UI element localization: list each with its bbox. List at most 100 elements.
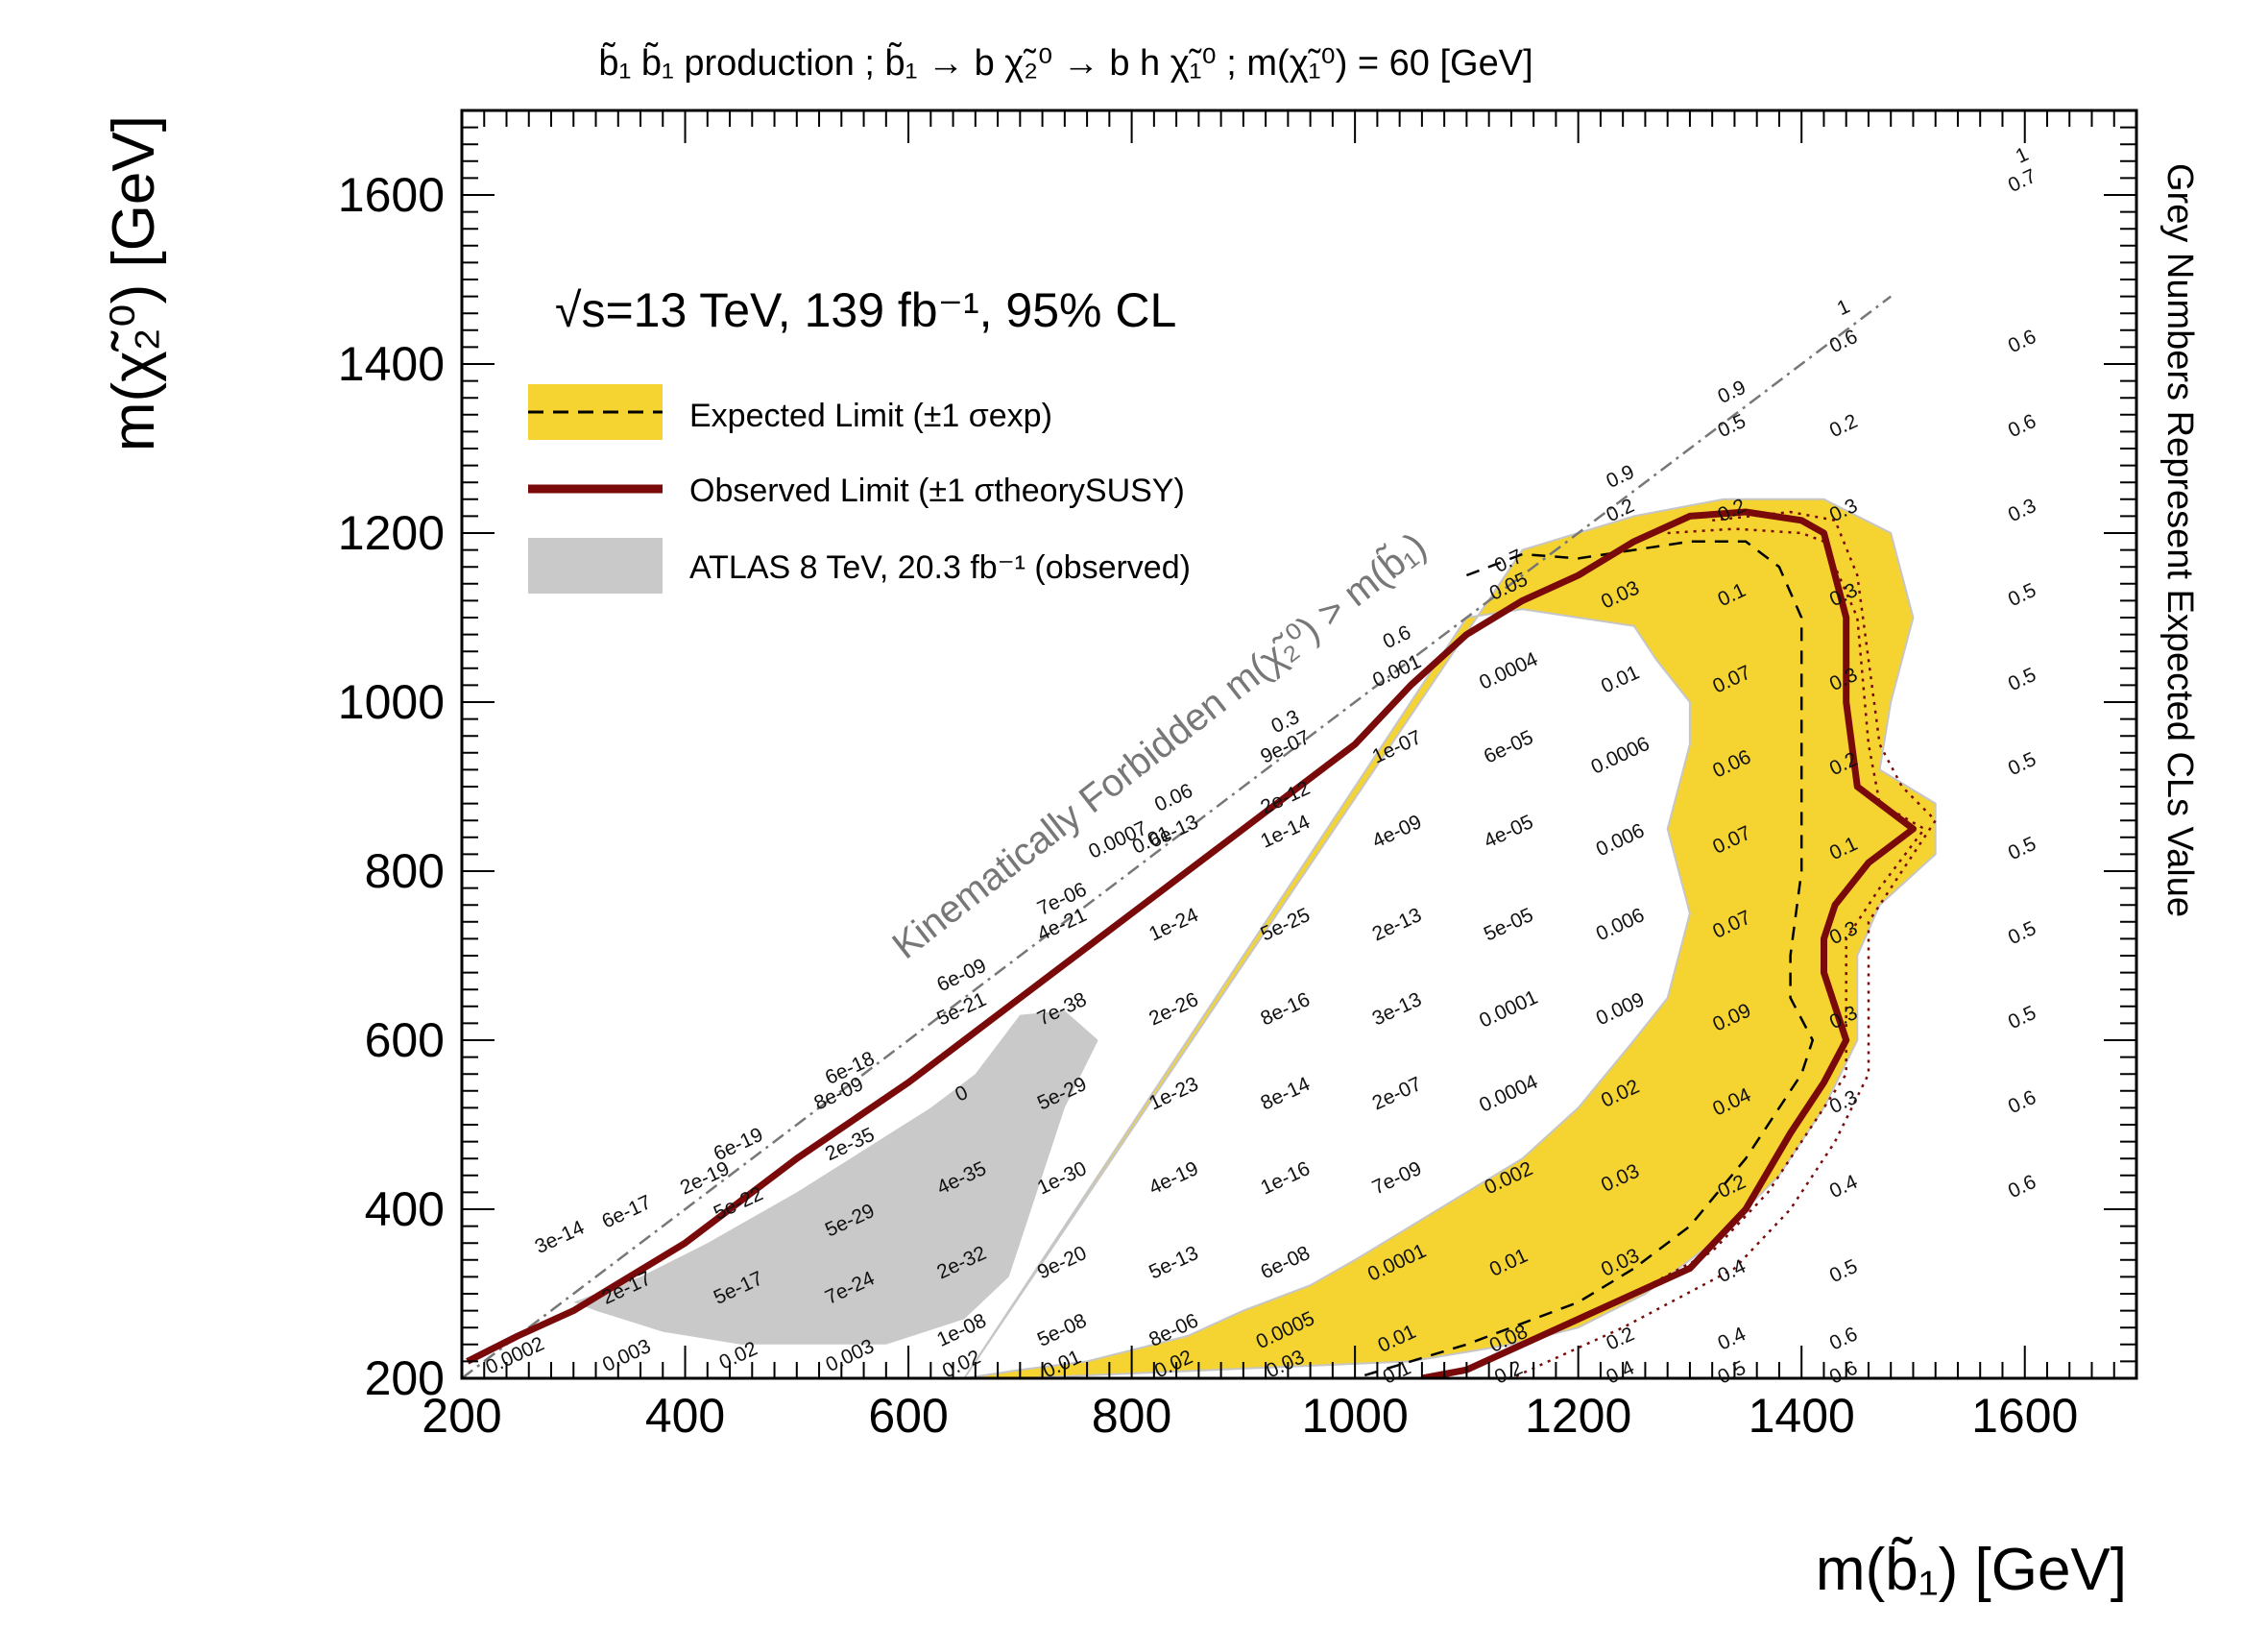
cls-value: 2e-07 (1369, 1073, 1425, 1115)
plot-layers (462, 295, 1938, 1378)
cls-value: 7e-09 (1369, 1157, 1425, 1200)
cls-value: 0.6 (1826, 1323, 1861, 1354)
cls-value: 0.009 (1593, 988, 1648, 1030)
cls-value: 0.7 (2005, 165, 2039, 197)
cls-value: 0.06 (1151, 780, 1196, 816)
cls-value: 0.2 (1491, 1357, 1526, 1389)
cls-value: 0.4 (1715, 1323, 1749, 1354)
cls-value: 0.5 (2005, 748, 2039, 780)
x-tick-label: 1600 (1971, 1389, 2078, 1443)
plot-content (462, 295, 1938, 1378)
cls-value: 0.5 (2005, 917, 2039, 949)
cls-value: 0.6 (1826, 326, 1861, 357)
observed-band-upper (1510, 510, 1938, 1378)
cls-value: 0.5 (1715, 1357, 1749, 1389)
cls-value: 2e-19 (677, 1157, 733, 1200)
cls-value: 0.4 (1603, 1356, 1637, 1388)
legend: Expected Limit (±1 σexp) Observed Limit … (528, 384, 1191, 594)
y-tick-label: 600 (365, 1013, 445, 1067)
atlas8-region (573, 1010, 1098, 1345)
cls-value: 0.0004 (1476, 1071, 1541, 1117)
legend-label-atlas8: ATLAS 8 TeV, 20.3 fb⁻¹ (observed) (689, 549, 1191, 586)
cls-value: 4e-05 (1481, 811, 1536, 853)
y-axis-title: m(χ̃₂⁰) [GeV] (101, 115, 167, 451)
observed-limit-line (466, 508, 1917, 1378)
y-tick-label: 1600 (338, 168, 445, 222)
x-tick-label: 400 (645, 1389, 725, 1443)
cls-value: 2e-12 (1257, 777, 1313, 819)
x-tick-label: 600 (868, 1389, 948, 1443)
cls-value: 0.2 (1603, 1323, 1637, 1354)
cls-value: 8e-14 (1257, 1073, 1314, 1115)
y-tick-label: 1000 (338, 675, 445, 729)
cls-value: 0.003 (599, 1335, 654, 1376)
cls-value: 0.5 (2005, 833, 2039, 864)
x-tick-label: 200 (422, 1389, 501, 1443)
y-tick-label: 800 (365, 844, 445, 898)
x-tick-label: 1200 (1525, 1389, 1631, 1443)
cls-value: 0.6 (2005, 326, 2039, 357)
cls-value: 1e-16 (1257, 1157, 1313, 1200)
y-tick-label: 1200 (338, 506, 445, 560)
cls-value: 0.006 (1593, 904, 1648, 945)
cls-value: 0.9 (1603, 461, 1637, 493)
cls-value: 2e-13 (1369, 904, 1425, 946)
cls-value: 0.5 (2005, 664, 2039, 695)
cls-value: 0.5 (1826, 1255, 1861, 1287)
cls-value: 0.5 (2005, 1002, 2039, 1033)
cls-value: 6e-05 (1481, 726, 1536, 768)
cls-value: 6e-09 (933, 955, 989, 997)
cls-value: 0.01 (1598, 661, 1643, 697)
cls-value: 1e-24 (1146, 904, 1202, 946)
forbidden-diagonal (462, 295, 1892, 1378)
cls-value: 6e-17 (598, 1191, 654, 1233)
cls-value: 3e-13 (1369, 988, 1425, 1031)
cls-value: 0.6 (1380, 621, 1414, 653)
legend-label-observed: Observed Limit (±1 σtheorySUSY) (689, 473, 1185, 509)
x-tick-label: 1000 (1302, 1389, 1409, 1443)
y-tick-label: 400 (365, 1182, 445, 1236)
chart-title: b̃₁ b̃₁ production ; b̃₁ → b χ̃₂⁰ → b h … (598, 42, 1532, 84)
cls-value: 5e-25 (1257, 904, 1313, 946)
cls-value: 1 (1834, 295, 1853, 320)
cls-value: 0.006 (1593, 819, 1648, 861)
cls-value: 0.0004 (1476, 648, 1541, 694)
cls-value: 5e-05 (1481, 904, 1536, 946)
y-tick-label: 1400 (338, 337, 445, 391)
x-tick-label: 1400 (1749, 1389, 1855, 1443)
cls-value: 9e-20 (1034, 1242, 1090, 1284)
cls-value: 3e-14 (532, 1216, 589, 1258)
cls-value: 2e-26 (1146, 988, 1201, 1031)
observed-band-lower (1488, 527, 1926, 1363)
legend-swatch-atlas8 (528, 538, 663, 594)
cls-value: 0.0006 (1587, 733, 1653, 779)
cls-value: 0.9 (1715, 377, 1749, 408)
cls-value: 5e-08 (1034, 1309, 1090, 1351)
cls-value: 0.6 (2005, 1086, 2039, 1118)
plot-frame (460, 109, 2138, 1380)
cls-value: 0.3 (2005, 495, 2039, 526)
cls-value: 0.5 (2005, 579, 2039, 611)
cls-value: 4e-19 (1146, 1157, 1201, 1200)
z-axis-title: Grey Numbers Represent Expected CLs Valu… (2159, 163, 2200, 917)
cls-value: 0.5 (1715, 410, 1749, 442)
cls-value: 1 (2013, 143, 2032, 168)
cls-value: 0.4 (1826, 1171, 1861, 1203)
expected-limit-line (1354, 540, 1815, 1378)
cls-value: 0.6 (2005, 410, 2039, 442)
cls-value: 0.6 (2005, 1171, 2039, 1203)
cls-value: 5e-13 (1146, 1242, 1201, 1284)
x-tick-label: 800 (1092, 1389, 1171, 1443)
cls-value: 0.001 (1369, 650, 1424, 692)
legend-label-expected: Expected Limit (±1 σexp) (689, 398, 1052, 434)
cls-value: 0.0001 (1476, 986, 1541, 1033)
expected-band (962, 498, 1937, 1378)
cls-value: 1e-23 (1146, 1073, 1201, 1115)
cls-value: 0.2 (1826, 410, 1861, 442)
cls-value: 0.6 (1826, 1357, 1861, 1389)
y-tick-label: 200 (365, 1351, 445, 1405)
energy-label: √s=13 TeV, 139 fb⁻¹, 95% CL (555, 283, 1176, 337)
cls-value: 6e-08 (1257, 1242, 1313, 1284)
cls-value: 0.4 (1715, 1255, 1749, 1287)
